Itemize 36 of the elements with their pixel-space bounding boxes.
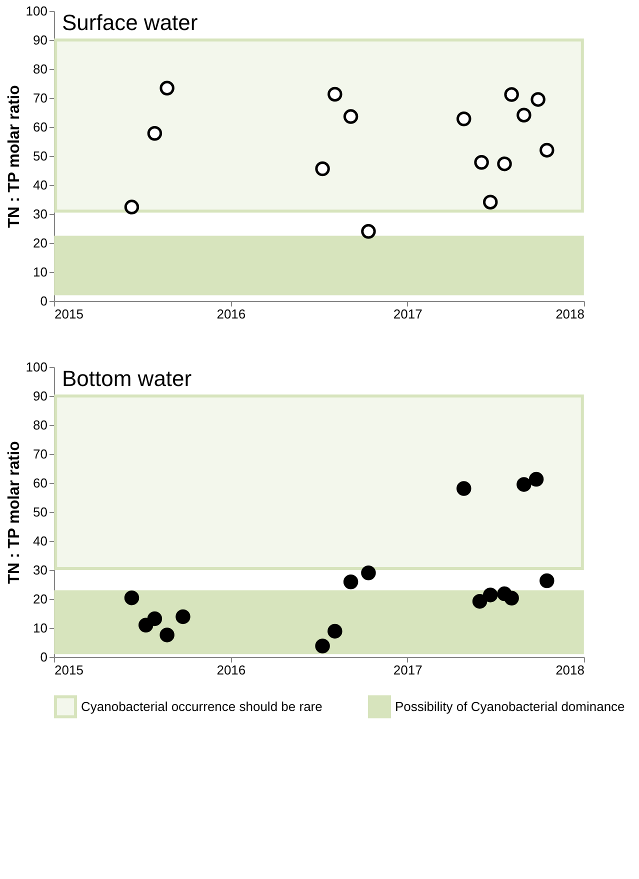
legend-label: Cyanobacterial occurrence should be rare bbox=[81, 698, 322, 714]
y-tick-label: 30 bbox=[33, 562, 48, 578]
y-tick-label: 90 bbox=[33, 388, 48, 404]
x-tick-label: 2018 bbox=[556, 306, 584, 322]
y-tick-label: 0 bbox=[40, 650, 48, 664]
legend-label: Possibility of Cyanobacterial dominance bbox=[395, 698, 625, 714]
y-tick-label: 0 bbox=[40, 294, 48, 308]
x-tick-label: 2016 bbox=[216, 306, 246, 322]
chart-title: Bottom water bbox=[62, 366, 192, 391]
y-tick-label: 40 bbox=[33, 534, 48, 548]
y-tick-label: 60 bbox=[33, 476, 48, 490]
y-tick-label: 10 bbox=[33, 620, 48, 636]
y-tick-label: 20 bbox=[33, 592, 48, 606]
y-tick-label: 40 bbox=[33, 178, 48, 192]
y-axis-title: TN : TP molar ratio bbox=[6, 84, 23, 228]
y-tick-label: 50 bbox=[33, 148, 48, 164]
y-tick-label: 20 bbox=[33, 236, 48, 250]
y-tick-label: 100 bbox=[26, 4, 48, 18]
y-tick-label: 10 bbox=[33, 264, 48, 280]
x-tick-label: 2015 bbox=[54, 662, 84, 678]
y-tick-label: 60 bbox=[33, 120, 48, 134]
x-tick-label: 2015 bbox=[54, 306, 84, 322]
x-tick-label: 2017 bbox=[393, 306, 422, 322]
chart-title: Surface water bbox=[62, 10, 198, 35]
y-tick-label: 30 bbox=[33, 206, 48, 222]
y-tick-label: 70 bbox=[33, 446, 48, 462]
y-tick-label: 80 bbox=[33, 62, 48, 76]
y-tick-label: 70 bbox=[33, 90, 48, 106]
y-tick-label: 50 bbox=[33, 504, 48, 520]
x-tick-label: 2017 bbox=[393, 662, 422, 678]
y-tick-label: 100 bbox=[26, 360, 48, 374]
y-tick-label: 80 bbox=[33, 418, 48, 432]
x-tick-label: 2016 bbox=[216, 662, 246, 678]
y-tick-label: 90 bbox=[33, 32, 48, 48]
x-tick-label: 2018 bbox=[556, 662, 584, 678]
y-axis-title: TN : TP molar ratio bbox=[6, 440, 23, 584]
